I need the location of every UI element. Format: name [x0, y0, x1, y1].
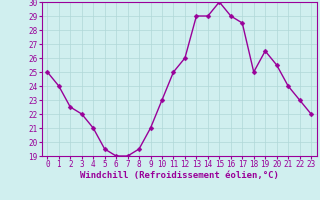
- X-axis label: Windchill (Refroidissement éolien,°C): Windchill (Refroidissement éolien,°C): [80, 171, 279, 180]
